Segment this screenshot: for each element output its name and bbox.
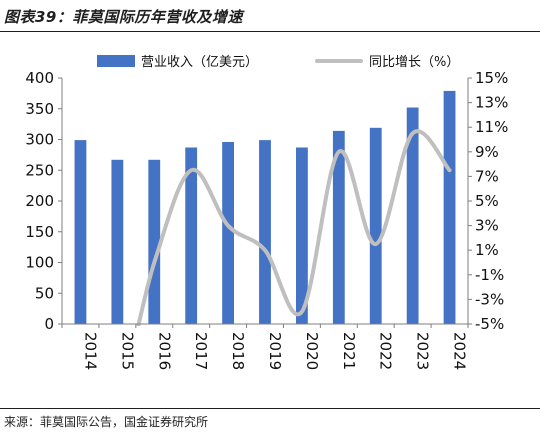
left-tick-label: 350: [25, 100, 54, 118]
left-tick-label: 100: [25, 254, 54, 272]
x-tick-label: 2023: [414, 332, 432, 370]
right-tick-label: 1%: [475, 241, 499, 259]
bar-2017: [185, 147, 198, 324]
x-tick-label: 2014: [81, 332, 99, 370]
right-tick-label: -3%: [475, 290, 504, 308]
bar-2018: [222, 141, 234, 324]
bar-2024: [443, 90, 456, 324]
right-tick-label: 5%: [475, 192, 499, 210]
growth-line: [136, 129, 452, 326]
bar-2021: [332, 130, 345, 324]
legend: 营业收入（亿美元） 同比增长（%）: [97, 55, 459, 70]
x-tick-label: 2022: [377, 332, 395, 370]
left-tick-label: 50: [35, 284, 54, 302]
bar-2016: [148, 159, 161, 324]
left-tick-label: 400: [25, 69, 54, 87]
legend-label-line: 同比增长（%）: [369, 55, 459, 70]
x-tick-label: 2018: [229, 332, 247, 370]
right-tick-label: -1%: [475, 266, 504, 284]
bar-series: [74, 90, 456, 325]
bar-2023: [406, 107, 419, 325]
chart: 营业收入（亿美元） 同比增长（%） 0 50 100 150 200 250 300 350 4…: [25, 55, 508, 370]
left-tick-label: 0: [44, 315, 54, 333]
legend-label-bar: 营业收入（亿美元）: [141, 55, 258, 70]
left-axis-ticks: 0 50 100 150 200 250 300 350 400: [25, 69, 62, 333]
left-tick-label: 200: [25, 192, 54, 210]
legend-swatch-bar: [97, 55, 135, 67]
left-tick-label: 300: [25, 131, 54, 149]
x-tick-label: 2020: [303, 332, 321, 370]
bar-2020: [296, 147, 308, 324]
source-rule: [0, 408, 540, 409]
left-tick-label: 150: [25, 223, 54, 241]
right-tick-label: -5%: [475, 315, 504, 333]
x-tick-label: 2015: [118, 332, 136, 370]
left-tick-label: 250: [25, 161, 54, 179]
source-note: 来源：菲莫国际公告，国金证券研究所: [4, 415, 209, 429]
right-tick-label: 3%: [475, 217, 499, 235]
right-tick-label: 9%: [475, 143, 499, 161]
bar-2022: [369, 127, 382, 324]
figure-title: 图表39：菲莫国际历年营收及增速: [4, 8, 243, 26]
x-tick-label: 2019: [266, 332, 284, 370]
title-rule: [0, 31, 540, 32]
x-tick-label: 2024: [451, 332, 469, 370]
right-tick-label: 7%: [475, 167, 499, 185]
right-tick-label: 11%: [475, 118, 508, 136]
x-tick-label: 2021: [340, 332, 358, 370]
x-tick-label: 2017: [192, 332, 210, 370]
bar-2019: [259, 140, 271, 324]
x-axis-ticks: 2014 2015 2016 2017 2018 2019 2020 2021 2022 2023…: [61, 324, 469, 370]
right-axis-ticks: -5% -3% -1% 1% 3% 5% 7% 9% 11% 13% 15%: [468, 69, 508, 333]
right-tick-label: 15%: [475, 69, 508, 87]
bar-2015: [111, 159, 124, 324]
line-series: [136, 129, 452, 326]
right-tick-label: 13%: [475, 94, 508, 112]
bar-2014: [74, 140, 87, 324]
x-tick-label: 2016: [155, 332, 173, 370]
